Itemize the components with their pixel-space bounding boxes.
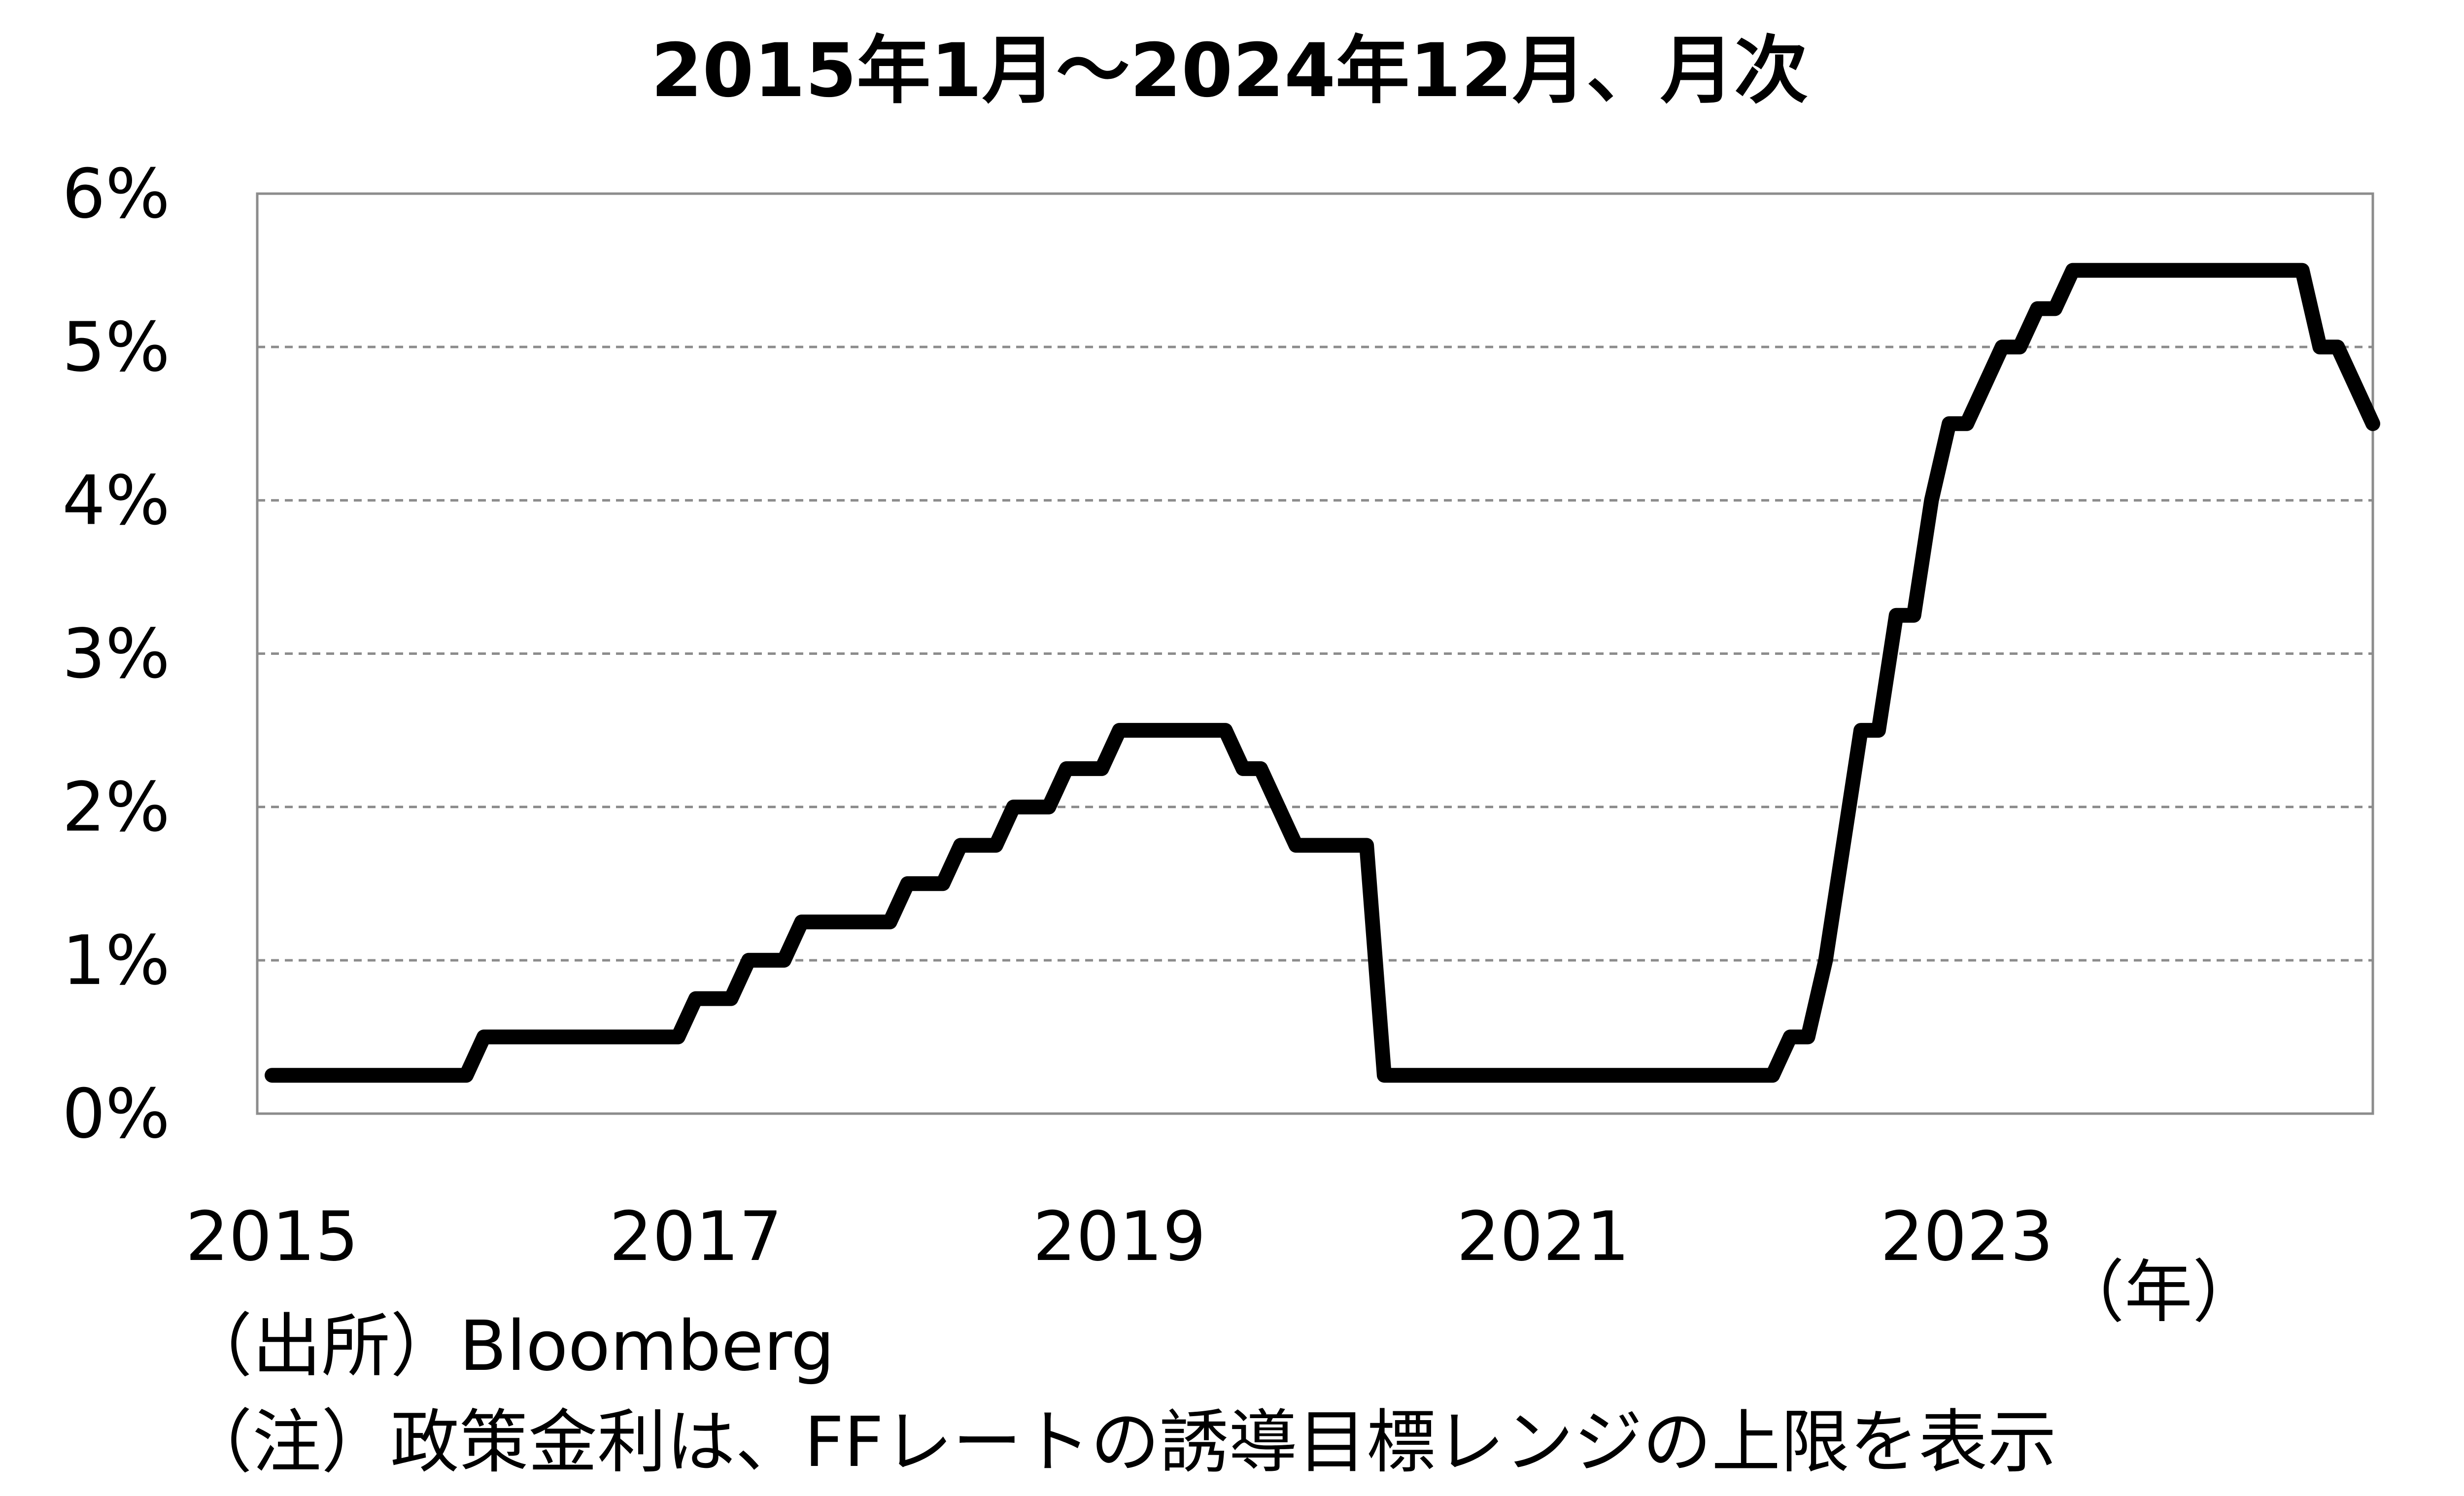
x-axis-unit-label: （年） <box>2056 1253 2260 1332</box>
source-note: （出所）Bloomberg <box>183 1306 835 1387</box>
y-tick-label: 3% <box>62 614 170 694</box>
grid-lines <box>257 345 2373 962</box>
x-tick-label: 2015 <box>185 1197 358 1276</box>
x-tick-label: 2023 <box>1880 1197 2053 1276</box>
y-tick-label: 6% <box>62 154 170 234</box>
y-tick-label: 4% <box>62 461 170 540</box>
footnote: （注）政策金利は、FFレートの誘導目標レンジの上限を表示 <box>183 1402 2056 1483</box>
y-tick-label: 0% <box>62 1074 170 1154</box>
y-axis: 0% 1% 2% 3% 4% 5% 6% <box>62 154 170 1154</box>
x-tick-label: 2019 <box>1033 1197 1206 1276</box>
plot-frame <box>256 192 2374 1115</box>
y-tick-label: 5% <box>62 307 170 387</box>
x-tick-label: 2021 <box>1457 1197 1630 1276</box>
series-line <box>265 263 2380 1083</box>
x-axis: 2015 2017 2019 2021 2023 <box>185 1197 2053 1276</box>
chart-title: 2015年1月～2024年12月、月次 <box>651 28 1808 114</box>
x-tick-label: 2017 <box>609 1197 782 1276</box>
y-tick-label: 2% <box>62 768 170 847</box>
y-tick-label: 1% <box>62 921 170 1000</box>
